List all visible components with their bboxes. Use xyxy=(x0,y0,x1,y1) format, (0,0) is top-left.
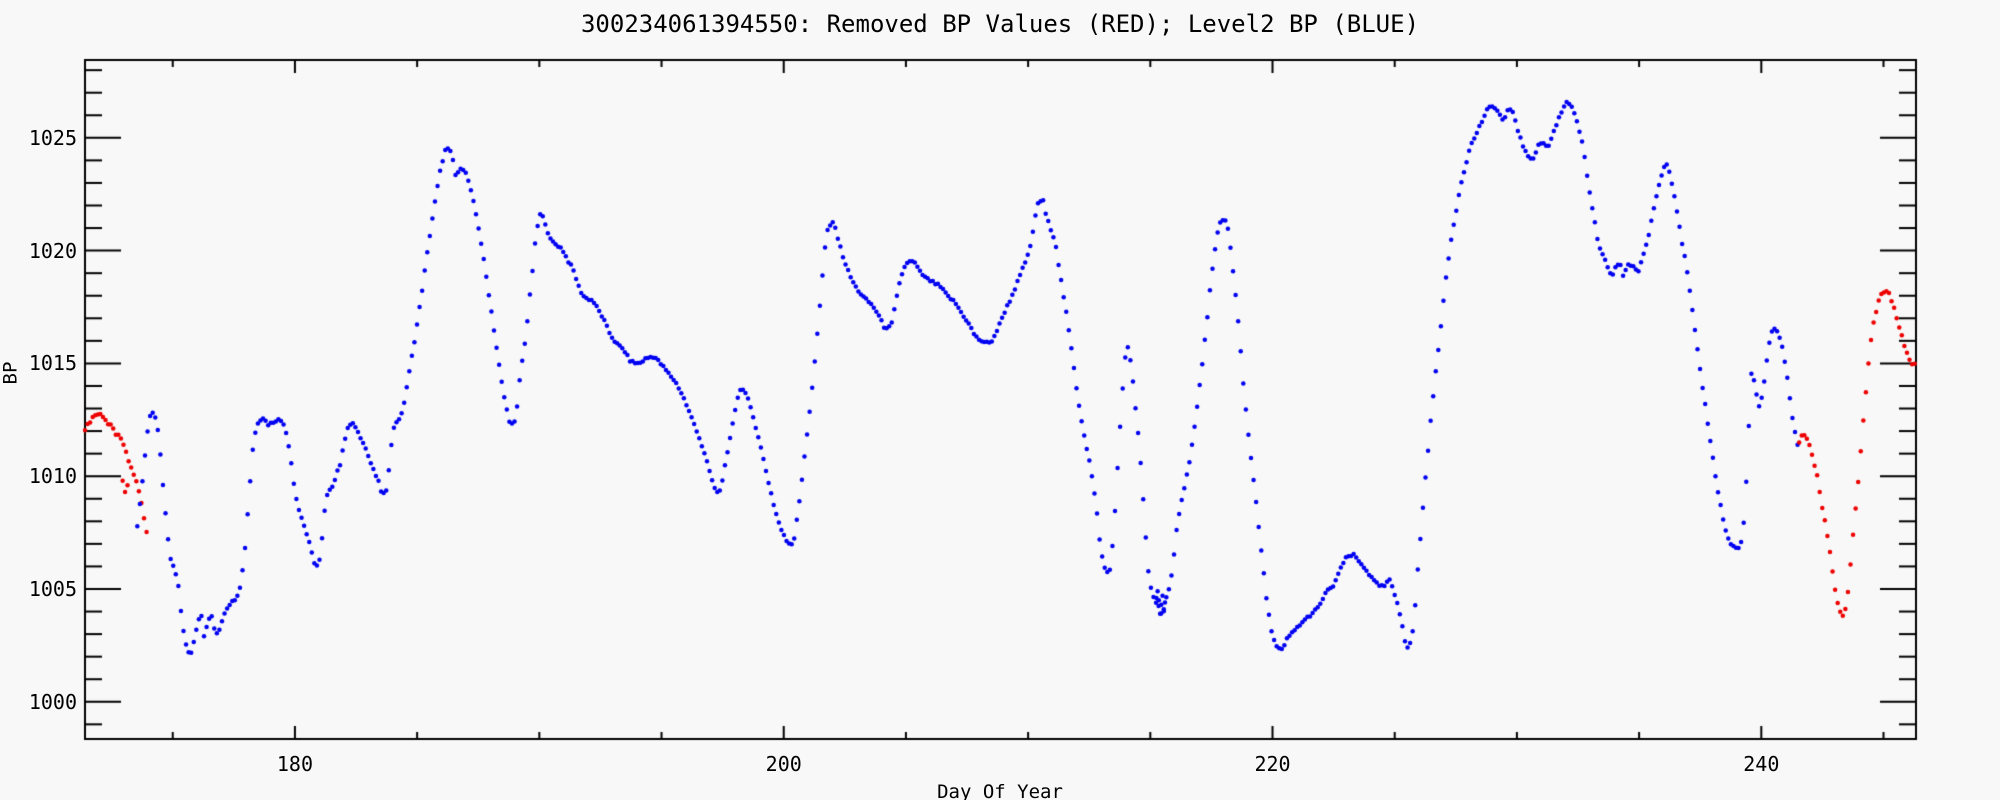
x-tick-label: 220 xyxy=(1254,752,1291,776)
x-tick-label: 180 xyxy=(276,752,313,776)
chart-title: 300234061394550: Removed BP Values (RED)… xyxy=(580,10,1420,38)
y-tick-label: 1025 xyxy=(28,125,77,150)
y-tick-label: 1015 xyxy=(28,351,77,376)
x-tick-label: 240 xyxy=(1743,752,1780,776)
x-tick-label: 200 xyxy=(765,752,802,776)
y-tick-label: 1000 xyxy=(28,689,77,714)
y-tick-label: 1020 xyxy=(28,238,77,263)
y-tick-label: 1010 xyxy=(28,464,77,489)
x-axis-title: Day Of Year xyxy=(937,781,1063,800)
y-tick-label: 1005 xyxy=(28,576,77,601)
